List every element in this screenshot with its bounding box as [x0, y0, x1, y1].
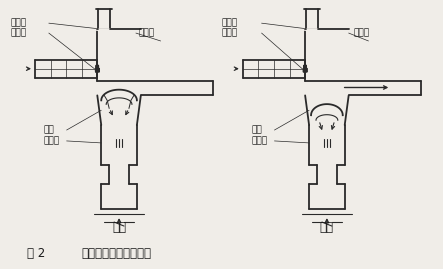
- Text: 脉冲阀: 脉冲阀: [10, 19, 26, 28]
- Text: 节流孔: 节流孔: [252, 136, 268, 146]
- Text: 关闭: 关闭: [112, 221, 126, 233]
- Text: 膜片: 膜片: [252, 126, 262, 134]
- Text: 开启: 开启: [320, 221, 334, 233]
- Text: 输出管: 输出管: [139, 29, 155, 38]
- Text: 电磁阀: 电磁阀: [222, 29, 238, 38]
- Text: 图 2: 图 2: [27, 247, 45, 260]
- Text: 脉冲阀: 脉冲阀: [222, 19, 238, 28]
- Text: 输出管: 输出管: [354, 29, 370, 38]
- Text: 节流孔: 节流孔: [44, 136, 60, 146]
- Text: 电磁阀: 电磁阀: [10, 29, 26, 38]
- Text: 膜片: 膜片: [44, 126, 54, 134]
- Text: 脉冲阀结构和工作原理: 脉冲阀结构和工作原理: [82, 247, 152, 260]
